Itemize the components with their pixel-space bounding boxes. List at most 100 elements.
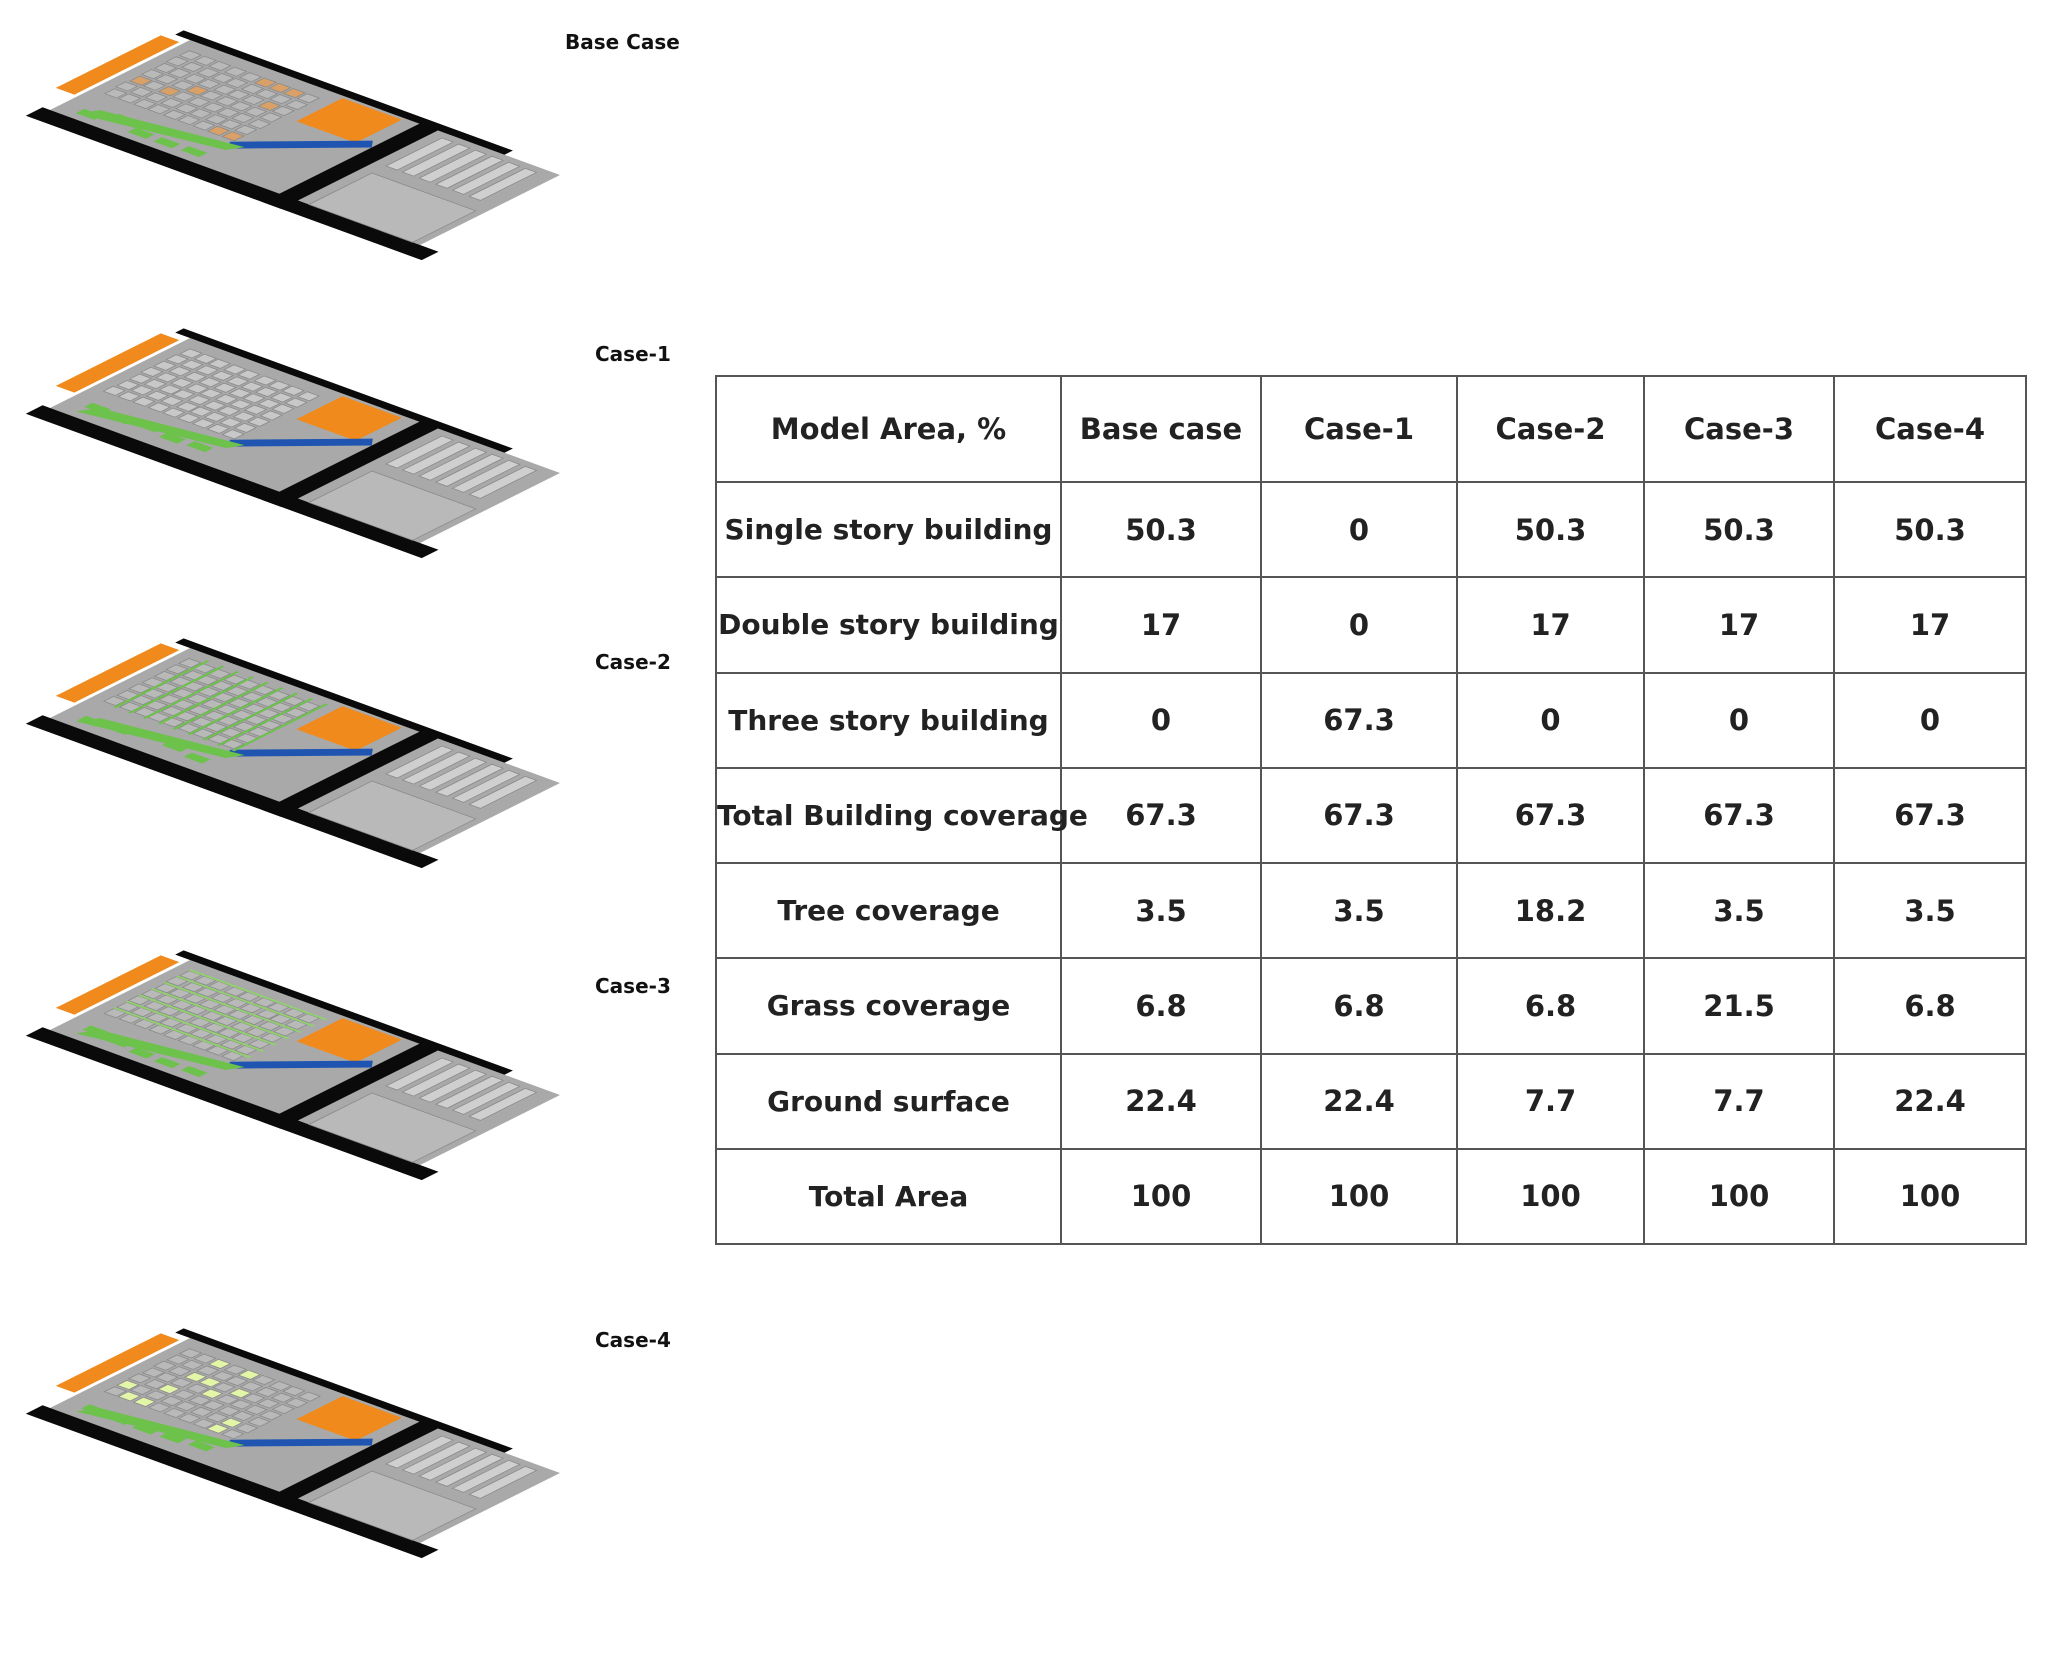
table-cell: 67.3 xyxy=(1456,766,1645,865)
water-channel xyxy=(228,140,373,149)
building-block xyxy=(188,108,213,119)
east-row-building xyxy=(384,1057,455,1091)
building-block xyxy=(155,372,179,383)
table-cell: 0 xyxy=(1643,671,1835,769)
tree-cluster xyxy=(132,1423,160,1435)
building-block xyxy=(198,377,222,388)
building-block xyxy=(140,989,165,1000)
east-row-building xyxy=(451,459,521,493)
row-label: Total Building coverage xyxy=(715,766,1088,865)
building-block xyxy=(254,386,279,397)
table-cell: 6.8 xyxy=(1456,957,1645,1055)
east-row-building xyxy=(434,763,505,797)
model-area-table: Model Area, % Base case Case-1 Case-2 Ca… xyxy=(715,375,2027,1246)
table-cell: 17 xyxy=(1060,576,1262,674)
building-block xyxy=(227,697,252,709)
building-block xyxy=(247,1416,271,1427)
building-block xyxy=(103,1008,127,1019)
grass-strip xyxy=(150,988,290,1040)
building-block xyxy=(259,410,284,421)
building-block xyxy=(233,422,258,433)
building-block xyxy=(162,407,186,418)
building-block xyxy=(128,373,153,384)
building-block xyxy=(179,348,203,359)
table-row: Single story building 50.3 0 50.3 50.3 5… xyxy=(715,480,2027,579)
building-block xyxy=(186,96,211,107)
table-cell: 7.7 xyxy=(1456,1052,1645,1150)
east-row-building xyxy=(468,465,538,499)
table-row: Three story building 0 67.3 0 0 0 xyxy=(715,671,2027,769)
orange-strip-west xyxy=(55,1333,180,1393)
building-block xyxy=(212,1004,237,1015)
building-block xyxy=(144,1390,169,1401)
building-block xyxy=(178,1348,203,1359)
building-block xyxy=(129,86,154,97)
building-block xyxy=(257,100,282,111)
building-block xyxy=(167,988,192,999)
building-block xyxy=(145,390,170,401)
building-block xyxy=(228,399,253,410)
tree-cluster xyxy=(186,441,214,453)
building-block xyxy=(271,403,295,414)
street-trees xyxy=(157,676,255,725)
building-block xyxy=(155,1372,179,1383)
building-block xyxy=(241,1015,266,1026)
building-block xyxy=(128,683,152,694)
tree-cluster xyxy=(75,108,103,120)
row-label: Double story building xyxy=(715,576,1062,674)
building-block xyxy=(234,1423,259,1434)
building-block xyxy=(216,405,241,416)
east-building xyxy=(307,172,477,243)
building-block xyxy=(197,78,221,89)
table-cell: 7.7 xyxy=(1643,1052,1835,1150)
table-cell: 17 xyxy=(1643,576,1835,674)
table-cell: 22.4 xyxy=(1260,1052,1458,1150)
building-block xyxy=(205,1423,230,1434)
table-cell: 50.3 xyxy=(1643,480,1835,579)
table-cell: 6.8 xyxy=(1833,957,2027,1055)
building-block xyxy=(140,69,165,80)
building-block xyxy=(191,418,216,429)
model-case-2: Case-2 xyxy=(25,638,700,938)
east-row-building xyxy=(434,155,505,189)
building-block xyxy=(141,1367,166,1378)
east-row-building xyxy=(384,745,455,779)
orange-strip-west xyxy=(55,643,180,703)
building-block xyxy=(162,1029,187,1040)
table-cell: 67.3 xyxy=(1833,766,2027,865)
model-illustration-case-1 xyxy=(25,328,560,559)
tree-cluster xyxy=(159,1432,187,1444)
building-block xyxy=(189,406,213,417)
building-block xyxy=(223,1364,248,1375)
building-block xyxy=(171,80,195,91)
east-row-building xyxy=(434,1075,505,1109)
table-cell: 18.2 xyxy=(1456,861,1645,960)
building-block xyxy=(281,385,306,396)
table-cell: 3.5 xyxy=(1833,861,2027,960)
building-block xyxy=(253,77,278,88)
building-block xyxy=(165,56,189,67)
building-block xyxy=(115,1001,140,1012)
building-block xyxy=(219,1417,244,1428)
building-block xyxy=(234,1044,258,1056)
east-building xyxy=(307,780,477,851)
building-block xyxy=(103,1386,128,1397)
east-row-building xyxy=(468,775,538,809)
street-trees xyxy=(216,698,314,746)
building-block xyxy=(230,112,255,124)
building-block xyxy=(212,84,237,95)
east-row-building xyxy=(468,1465,538,1499)
east-row-building xyxy=(451,769,521,803)
tree-cluster xyxy=(128,1047,156,1059)
model-base-case: Base Case xyxy=(25,30,700,330)
east-row-building xyxy=(418,447,488,481)
header-base-case: Base case xyxy=(1060,375,1262,483)
water-channel xyxy=(228,438,373,447)
building-block xyxy=(228,101,253,112)
building-block xyxy=(247,118,272,130)
building-block xyxy=(284,1019,308,1030)
east-row-building xyxy=(418,1069,488,1103)
building-block xyxy=(180,61,205,72)
building-block xyxy=(240,83,265,94)
tree-cluster xyxy=(136,421,164,433)
